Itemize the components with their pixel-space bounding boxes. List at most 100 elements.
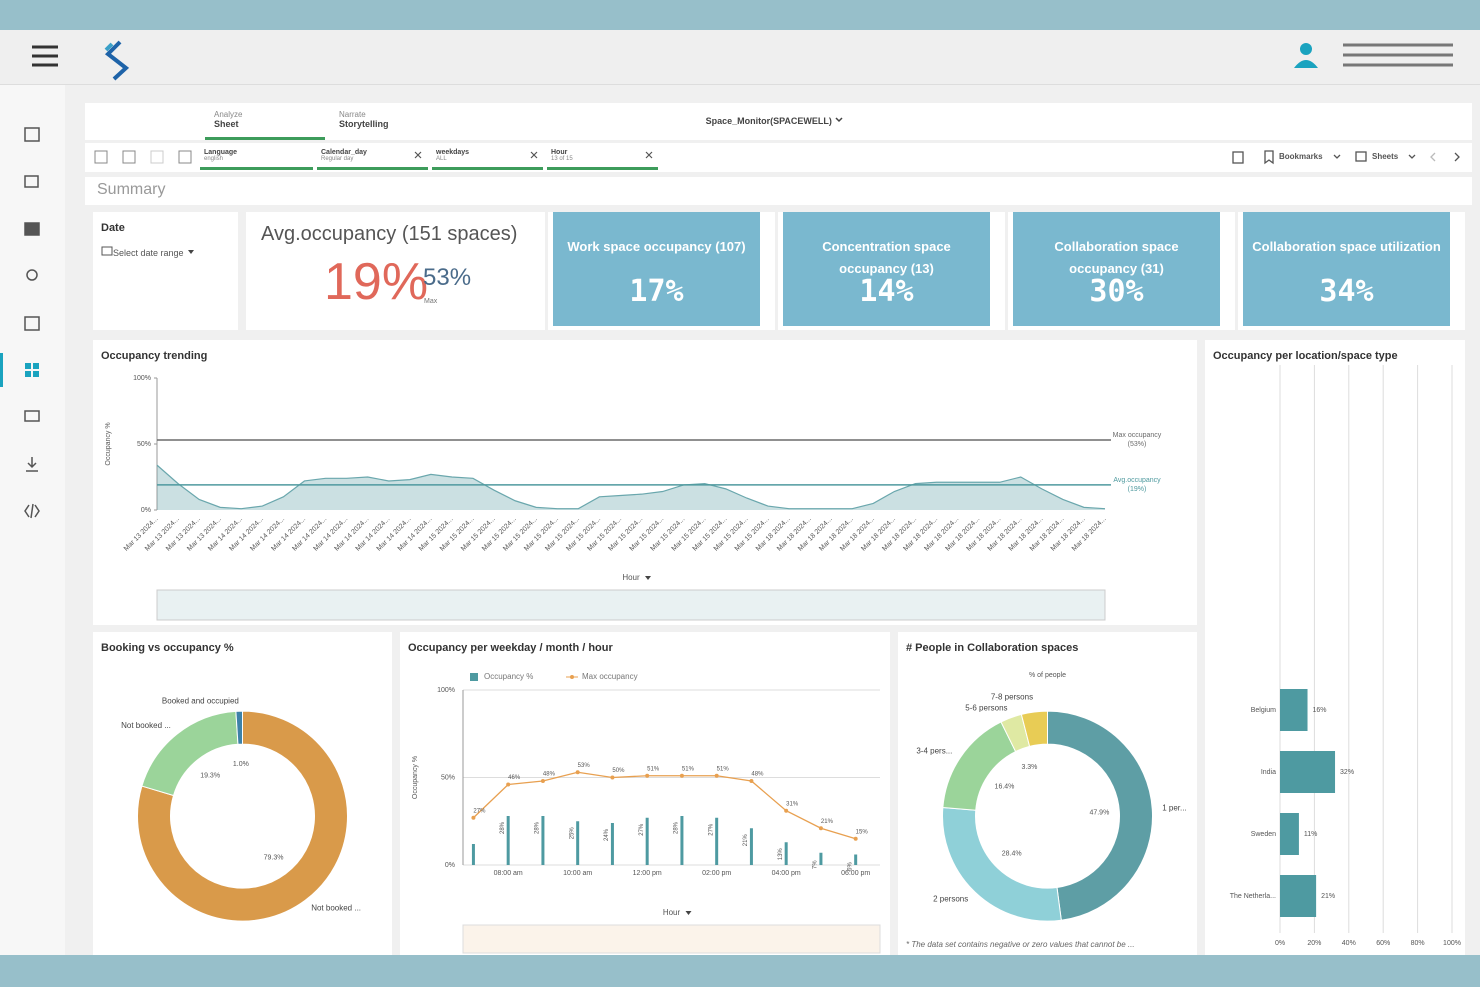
tile-value: 30% bbox=[1089, 274, 1144, 309]
value-label: 16% bbox=[1313, 707, 1327, 714]
nav-icon[interactable] bbox=[26, 457, 38, 472]
nav-icon[interactable] bbox=[24, 410, 40, 422]
calendar-icon bbox=[101, 246, 113, 256]
chevron[interactable] bbox=[1408, 154, 1416, 159]
slice-label: Booked and occupied bbox=[162, 696, 239, 705]
y-tick-label: 0% bbox=[141, 507, 151, 514]
filter-selection: english bbox=[204, 156, 224, 162]
chevron[interactable] bbox=[1333, 154, 1341, 159]
bookmarks-label[interactable]: Bookmarks bbox=[1279, 152, 1323, 161]
tool-icon[interactable] bbox=[178, 150, 192, 164]
tool-icon[interactable] bbox=[94, 150, 108, 164]
slice-label: 1 per... bbox=[1162, 804, 1186, 813]
menu-button[interactable] bbox=[32, 45, 58, 67]
kpi-tile: Collaboration space occupancy (31) 30% bbox=[1013, 212, 1220, 326]
y-tick-label: 50% bbox=[441, 774, 455, 781]
line-point bbox=[679, 773, 684, 778]
nav-icon[interactable] bbox=[24, 503, 40, 519]
tab[interactable]: Analyze Sheet bbox=[205, 103, 325, 140]
tile-value: 17% bbox=[629, 274, 684, 309]
user-name[interactable] bbox=[1343, 43, 1453, 67]
filter[interactable]: Hour 13 of 15 bbox=[547, 146, 658, 170]
chart: # People in Collaboration spaces % of peo… bbox=[906, 642, 1187, 949]
tool-icon[interactable] bbox=[122, 150, 136, 164]
bar bbox=[1280, 689, 1308, 731]
date-placeholder: Select date range bbox=[113, 248, 184, 258]
filter-field: Language bbox=[204, 149, 238, 156]
chart-panel: Occupancy per weekday / month / hour 0% 50… bbox=[400, 632, 890, 955]
grid-icon[interactable] bbox=[1232, 151, 1244, 164]
filter[interactable]: Language english bbox=[200, 146, 313, 170]
line bbox=[156, 464, 1106, 510]
app-header bbox=[0, 30, 1480, 85]
y-tick-label: 0% bbox=[445, 862, 455, 869]
value-label: 21% bbox=[743, 834, 749, 847]
bookmark-icon[interactable] bbox=[1264, 150, 1274, 165]
value-label: 51% bbox=[647, 766, 660, 772]
sidebar bbox=[0, 85, 65, 955]
x-axis-label: Hour bbox=[622, 573, 640, 582]
bar bbox=[1280, 751, 1336, 793]
sheets-label[interactable]: Sheets bbox=[1372, 152, 1399, 161]
app-title[interactable]: Space_Monitor(SPACEWELL) bbox=[645, 116, 905, 126]
value-label: 3.3% bbox=[1021, 764, 1037, 771]
y-tick-label: India bbox=[1261, 769, 1276, 776]
value-label: 15% bbox=[856, 829, 869, 835]
chevron bbox=[835, 117, 843, 123]
legend-swatch bbox=[470, 673, 478, 681]
kpi-tile: Work space occupancy (107) 17% bbox=[553, 212, 760, 326]
user-icon[interactable] bbox=[1294, 43, 1318, 68]
value-label: 32% bbox=[1340, 769, 1354, 776]
sheets-icon[interactable] bbox=[1355, 151, 1367, 162]
nav-icon[interactable] bbox=[24, 175, 39, 188]
scroll-navigator bbox=[156, 589, 1106, 621]
value-label: 21% bbox=[821, 819, 834, 825]
nav-icon[interactable] bbox=[24, 222, 40, 236]
kpi-max-caption: Max bbox=[424, 298, 438, 305]
y-axis-label: Occupancy % bbox=[412, 756, 419, 799]
bar bbox=[610, 823, 614, 865]
bar bbox=[819, 852, 823, 865]
line-point bbox=[575, 770, 580, 775]
chart-title: Occupancy per weekday / month / hour bbox=[408, 642, 613, 654]
y-tick-label: Belgium bbox=[1251, 707, 1276, 714]
filter[interactable]: Calendar_day Regular day bbox=[317, 146, 428, 170]
bar bbox=[576, 821, 580, 865]
value-label: 21% bbox=[1321, 893, 1335, 900]
logo[interactable] bbox=[104, 40, 130, 81]
filter[interactable]: weekdays ALL bbox=[432, 146, 543, 170]
date-title: Date bbox=[101, 222, 125, 234]
frame-bottom bbox=[0, 955, 1480, 987]
y-axis-label: Occupancy % bbox=[105, 422, 112, 465]
date-select[interactable]: Select date range bbox=[101, 246, 196, 258]
filter-selection: Regular day bbox=[321, 156, 354, 162]
tool-icon[interactable] bbox=[150, 150, 164, 164]
chart: Occupancy per location/space type 0% 20% 40… bbox=[1213, 350, 1461, 947]
value-label: 11% bbox=[1304, 831, 1318, 838]
prev-button[interactable] bbox=[1430, 152, 1436, 162]
next-button[interactable] bbox=[1454, 152, 1460, 162]
value-label: 1.0% bbox=[233, 761, 249, 768]
value-label: 13% bbox=[778, 848, 784, 861]
nav-icon[interactable] bbox=[25, 363, 39, 377]
tile-title: Work space occupancy (107) bbox=[567, 239, 746, 254]
reference-value: (53%) bbox=[1128, 441, 1147, 448]
tab[interactable]: Narrate Storytelling bbox=[330, 103, 450, 140]
selection-tools bbox=[94, 150, 192, 164]
tile-title: Collaboration space utilization bbox=[1252, 239, 1441, 254]
reference-label: Max occupancy bbox=[1113, 432, 1162, 439]
bar bbox=[541, 816, 545, 865]
chart-title: Occupancy trending bbox=[101, 350, 207, 362]
nav-icon[interactable] bbox=[24, 316, 40, 331]
clear-filter[interactable] bbox=[530, 151, 538, 159]
value-label: 7% bbox=[813, 860, 819, 869]
clear-filter[interactable] bbox=[414, 151, 422, 159]
nav-icon[interactable] bbox=[24, 127, 40, 142]
filter-field: Hour bbox=[551, 149, 568, 156]
clear-filter[interactable] bbox=[645, 151, 653, 159]
reference-value: (19%) bbox=[1128, 486, 1147, 493]
filter-field: weekdays bbox=[436, 149, 470, 156]
value-label: 53% bbox=[578, 763, 591, 769]
tab-label: Narrate bbox=[339, 110, 366, 119]
nav-icon[interactable] bbox=[26, 269, 38, 281]
